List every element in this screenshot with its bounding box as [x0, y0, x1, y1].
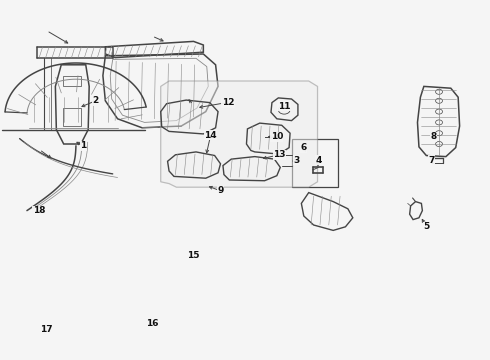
- Text: 1: 1: [80, 141, 86, 150]
- Text: 8: 8: [431, 132, 437, 141]
- Polygon shape: [161, 81, 318, 187]
- Text: 17: 17: [40, 325, 53, 334]
- Text: 15: 15: [187, 251, 200, 260]
- Text: 2: 2: [93, 96, 98, 105]
- Text: 6: 6: [301, 143, 307, 152]
- Text: 16: 16: [146, 320, 158, 328]
- Text: 4: 4: [315, 156, 322, 165]
- Text: 14: 14: [204, 131, 217, 140]
- Text: 13: 13: [273, 150, 286, 159]
- Text: 3: 3: [294, 156, 299, 165]
- Text: 12: 12: [221, 98, 234, 107]
- Text: 9: 9: [217, 186, 224, 195]
- Text: 7: 7: [428, 156, 435, 165]
- Text: 18: 18: [33, 206, 46, 215]
- Bar: [292, 139, 338, 187]
- Text: 5: 5: [423, 222, 429, 231]
- Text: 11: 11: [278, 102, 291, 111]
- Text: 10: 10: [270, 132, 283, 141]
